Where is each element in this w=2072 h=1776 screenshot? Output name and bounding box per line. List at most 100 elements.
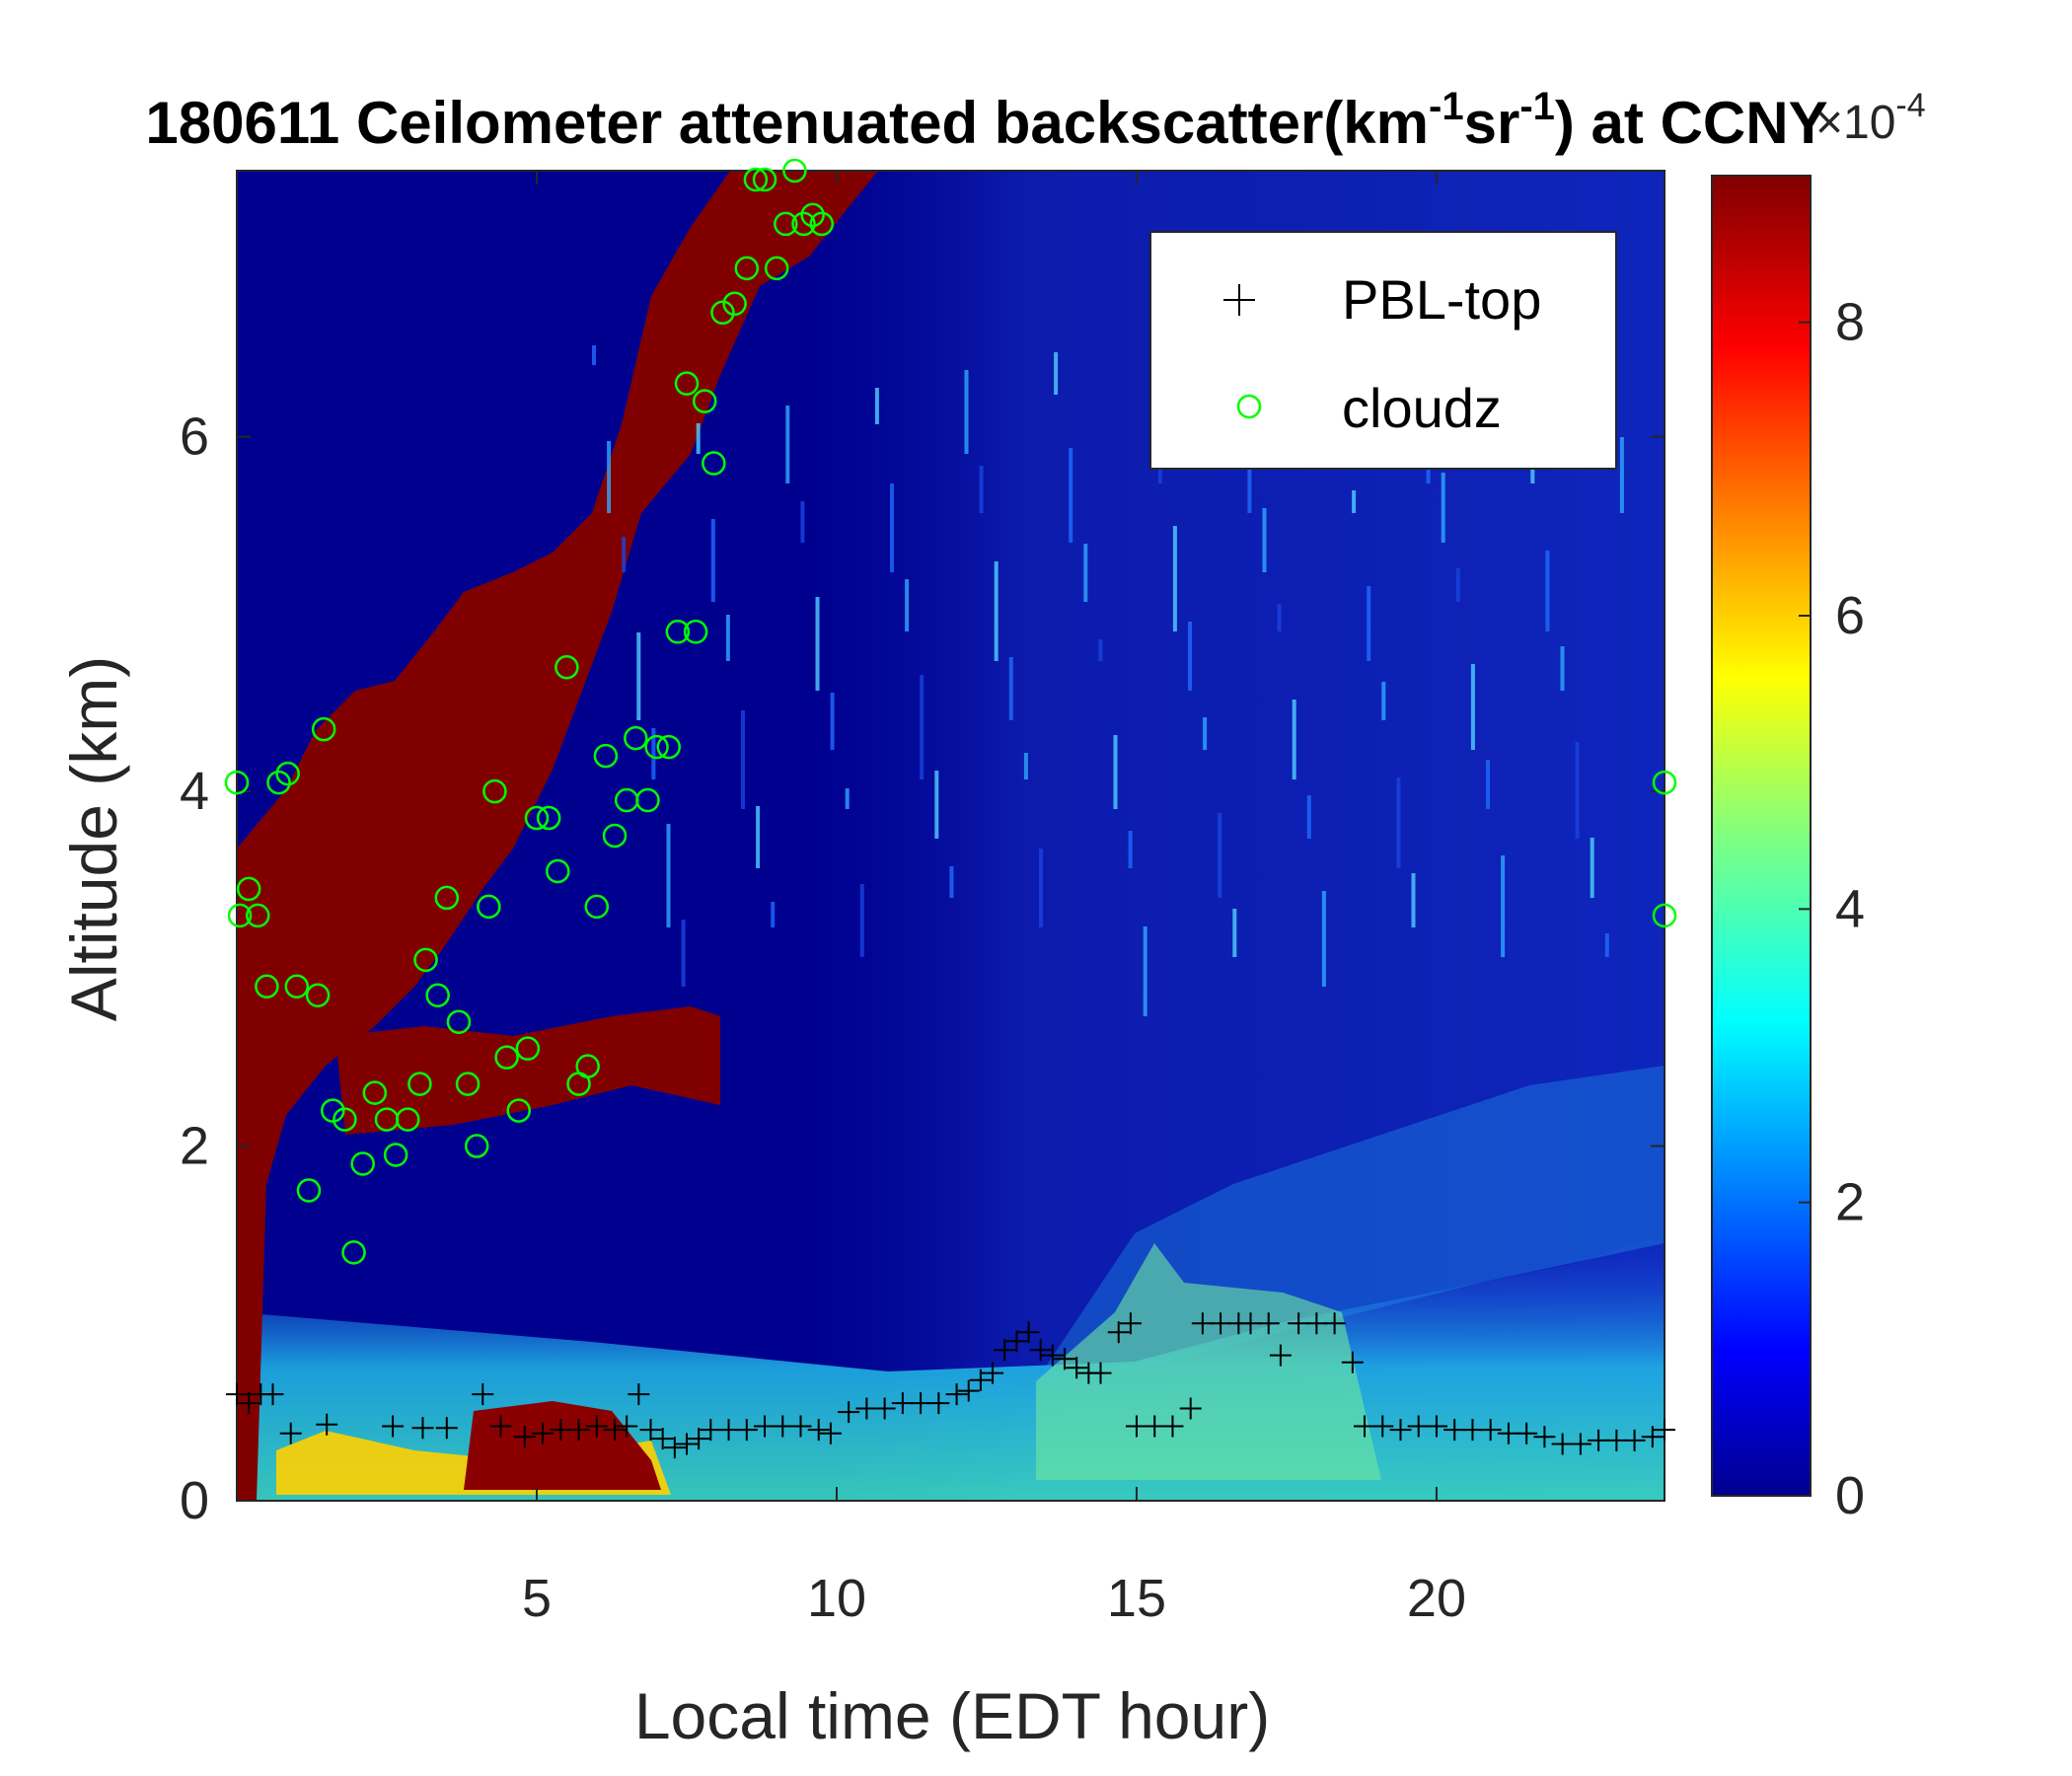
cloudz-point — [515, 1036, 541, 1061]
legend-entry-cloudz: cloudz — [1236, 377, 1502, 439]
cloudz-point — [362, 1080, 388, 1105]
cloudz-point — [305, 983, 331, 1008]
backscatter-streak — [1128, 831, 1133, 868]
backscatter-streak — [1545, 551, 1550, 631]
backscatter-streak — [934, 771, 939, 839]
pbl-top-point — [1257, 1312, 1280, 1335]
cloudz-point — [546, 858, 570, 884]
backscatter-streak — [1560, 646, 1565, 691]
backscatter-streak — [890, 483, 894, 572]
series-layer — [224, 158, 1677, 1459]
backscatter-streak — [1590, 838, 1594, 898]
pbl-top-point — [819, 1422, 842, 1444]
backscatter-streak — [859, 884, 864, 957]
pbl-top-point — [735, 1419, 758, 1442]
cloudz-point — [702, 451, 726, 476]
backscatter-streak — [1441, 473, 1445, 543]
cloudz-point — [602, 823, 628, 849]
pbl-top-point — [472, 1383, 494, 1406]
pbl-top-point — [585, 1415, 608, 1438]
cloudz-point — [555, 655, 579, 680]
pbl-top-point — [1054, 1348, 1076, 1370]
cloudz-point — [665, 620, 691, 644]
pbl-top-point — [1089, 1362, 1112, 1384]
cloudz-point — [284, 974, 310, 999]
legend-label-pbl-top: PBL-top — [1342, 268, 1541, 331]
backscatter-streak — [1083, 544, 1088, 602]
cloudz-point — [333, 1107, 357, 1132]
cloudz-point — [396, 1107, 420, 1132]
backscatter-streak — [1188, 622, 1192, 691]
pbl-top-point — [1161, 1415, 1184, 1438]
pbl-top-point — [1641, 1426, 1664, 1448]
pbl-top-point — [1654, 1419, 1675, 1442]
pbl-top-point — [411, 1417, 434, 1440]
cloudz-point — [383, 1143, 408, 1167]
pbl-top-point — [382, 1415, 405, 1438]
backscatter-streak — [771, 902, 776, 927]
pbl-top-point — [1119, 1312, 1142, 1335]
backscatter-streak — [1098, 639, 1103, 661]
backscatter-streak — [845, 788, 850, 809]
pbl-top-point — [1005, 1330, 1028, 1353]
midday-boundary-region — [1036, 1243, 1381, 1480]
backscatter-streak — [1277, 604, 1282, 631]
cloudz-point — [341, 1240, 366, 1265]
high-cloud-band — [237, 171, 878, 1501]
pbl-top-point — [1323, 1312, 1346, 1335]
legend-box — [1149, 231, 1617, 470]
cloudz-point — [722, 291, 747, 317]
pbl-top-point — [1041, 1344, 1064, 1367]
pbl-top-point — [1533, 1426, 1556, 1448]
backscatter-streak — [651, 728, 656, 779]
cloudz-point — [494, 1045, 519, 1070]
pbl-top-point — [1371, 1415, 1394, 1438]
pbl-top-point — [1107, 1321, 1130, 1344]
cloudz-point — [224, 770, 250, 795]
x-tick-label: 5 — [522, 1569, 552, 1628]
backscatter-streak — [592, 345, 596, 365]
cloudz-point — [455, 1072, 481, 1096]
cloudz-point — [683, 620, 708, 644]
circle-marker-icon — [1236, 394, 1262, 419]
cloudz-point — [275, 761, 300, 786]
backscatter-streak — [949, 866, 954, 898]
backscatter-streak — [756, 806, 761, 868]
backscatter-streak — [1113, 735, 1118, 809]
backscatter-streak — [636, 632, 641, 720]
backscatter-streak — [710, 519, 715, 602]
plus-marker-icon — [1223, 284, 1255, 316]
pbl-top-point — [1623, 1429, 1646, 1451]
pbl-top-point — [1341, 1351, 1364, 1373]
cloudz-point — [434, 885, 460, 911]
backscatter-streak — [622, 537, 627, 572]
backscatter-streak — [1455, 568, 1460, 602]
cloudz-point — [506, 1098, 532, 1123]
cloudz-point — [524, 805, 550, 831]
backscatter-streak — [920, 675, 925, 779]
y-tick-label: 6 — [180, 407, 209, 467]
legend-entry-pbl-top: PBL-top — [1223, 268, 1541, 331]
backscatter-streak — [741, 710, 745, 809]
colorbar-tick-label: 0 — [1835, 1466, 1865, 1525]
pbl-top-point — [616, 1415, 638, 1438]
backscatter-streak — [1381, 682, 1386, 720]
cloudz-point — [255, 974, 279, 999]
pbl-top-point — [789, 1415, 812, 1438]
backscatter-streak — [1501, 855, 1506, 957]
colorbar-tick-label: 8 — [1835, 293, 1865, 352]
pbl-top-point — [604, 1419, 627, 1442]
backscatter-streak — [666, 824, 671, 927]
pbl-top-point — [927, 1392, 950, 1415]
backscatter-streak — [1069, 448, 1073, 543]
cloudz-point — [425, 983, 450, 1008]
cloudz-point — [407, 1072, 432, 1096]
pbl-top-point — [639, 1419, 662, 1442]
cloudz-point — [782, 158, 807, 184]
pbl-top-point — [873, 1397, 896, 1420]
cloudz-point — [296, 1178, 322, 1203]
cloudz-point — [656, 734, 681, 760]
backscatter-streak — [1143, 926, 1147, 1016]
backscatter-streak — [1008, 657, 1013, 720]
backscatter-streak — [979, 466, 984, 513]
